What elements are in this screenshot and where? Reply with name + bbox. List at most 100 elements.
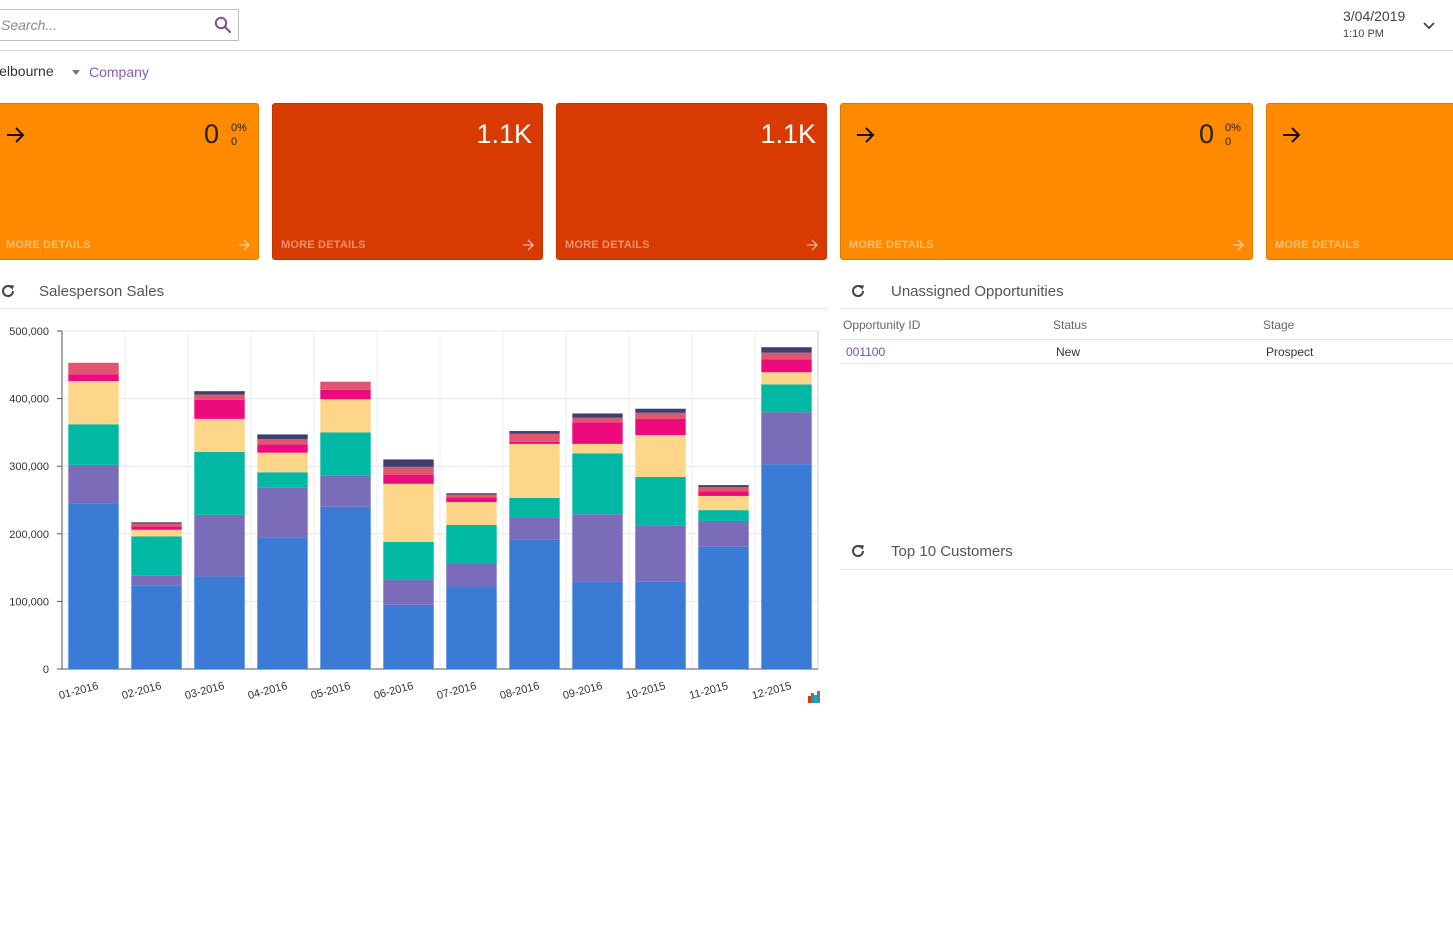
column-header-stage[interactable]: Stage bbox=[1263, 318, 1295, 332]
bar-segment bbox=[698, 520, 749, 547]
bar-segment bbox=[383, 474, 434, 484]
search-box[interactable] bbox=[0, 9, 239, 41]
bar-segment bbox=[68, 362, 119, 375]
x-tick-label: 08-2016 bbox=[499, 680, 541, 702]
top-customers-widget-header bbox=[840, 539, 1453, 570]
x-tick-label: 01-2016 bbox=[58, 680, 100, 702]
x-tick-label: 02-2016 bbox=[121, 680, 163, 702]
chevron-down-icon[interactable] bbox=[1421, 18, 1437, 34]
bar-segment bbox=[635, 412, 686, 419]
bar-segment bbox=[698, 487, 749, 492]
tile-percent: 0% bbox=[1225, 122, 1241, 134]
arrow-right-icon bbox=[7, 127, 25, 143]
bar-segment bbox=[698, 491, 749, 496]
search-icon[interactable] bbox=[214, 16, 232, 34]
x-tick-label: 09-2016 bbox=[562, 680, 604, 702]
bar-segment bbox=[446, 493, 497, 495]
bar-segment bbox=[698, 485, 749, 488]
search-input[interactable] bbox=[0, 10, 206, 40]
bar-segment bbox=[572, 443, 623, 454]
kpi-tile-3[interactable]: 1.1K MORE DETAILS bbox=[556, 103, 827, 260]
bar-segment bbox=[383, 604, 434, 669]
bar-segment bbox=[572, 514, 623, 582]
bar-segment bbox=[68, 464, 119, 504]
tile-sub-value: 0 bbox=[231, 136, 238, 148]
refresh-icon[interactable] bbox=[850, 543, 866, 559]
bar-segment bbox=[131, 575, 182, 586]
top-customers-widget-title: Top 10 Customers bbox=[891, 543, 1013, 560]
bar-segment bbox=[68, 424, 119, 465]
arrow-right-icon bbox=[1283, 127, 1301, 143]
bar-segment bbox=[194, 576, 245, 669]
more-details-link[interactable]: MORE DETAILS bbox=[6, 239, 91, 251]
opportunity-id-link[interactable]: 001100 bbox=[846, 345, 886, 359]
kpi-tile-5[interactable]: MORE DETAILS bbox=[1266, 103, 1453, 260]
refresh-icon[interactable] bbox=[0, 283, 16, 299]
bar-segment bbox=[383, 466, 434, 475]
more-details-link[interactable]: MORE DETAILS bbox=[849, 239, 934, 251]
caret-down-icon[interactable] bbox=[72, 70, 80, 75]
y-tick-label: 0 bbox=[43, 664, 49, 676]
bar-segment bbox=[698, 510, 749, 521]
bar-segment bbox=[68, 374, 119, 382]
bar-segment bbox=[635, 408, 686, 413]
tile-value: 0 bbox=[1199, 119, 1215, 149]
row-divider bbox=[840, 363, 1453, 364]
x-tick-label: 07-2016 bbox=[436, 680, 478, 702]
chart-export-icon[interactable] bbox=[808, 691, 820, 703]
status-cell: New bbox=[1056, 345, 1081, 359]
branch-selector[interactable]: lelbourne bbox=[0, 63, 54, 79]
bar-segment bbox=[131, 529, 182, 537]
more-details-link[interactable]: MORE DETAILS bbox=[281, 239, 366, 251]
top-bar bbox=[0, 0, 1453, 51]
sales-widget-header bbox=[0, 278, 828, 309]
column-header-opportunity-id[interactable]: Opportunity ID bbox=[843, 318, 921, 332]
bar-segment bbox=[194, 394, 245, 400]
x-tick-label: 10-2015 bbox=[625, 680, 667, 702]
bar-segment bbox=[131, 536, 182, 576]
more-details-link[interactable]: MORE DETAILS bbox=[1275, 239, 1360, 251]
tile-value: 1.1K bbox=[760, 119, 816, 149]
bar-segment bbox=[509, 517, 560, 540]
bar-segment bbox=[257, 472, 308, 488]
bar-segment bbox=[68, 381, 119, 425]
tile-value: 0 bbox=[204, 119, 220, 149]
company-link[interactable]: Company bbox=[89, 64, 149, 80]
bar-segment bbox=[572, 581, 623, 669]
bar-segment bbox=[257, 452, 308, 473]
kpi-tile-1[interactable]: 0 0% 0 MORE DETAILS bbox=[0, 103, 259, 260]
y-tick-label: 400,000 bbox=[9, 394, 49, 406]
bar-segment bbox=[320, 399, 371, 433]
arrow-right-icon bbox=[1233, 239, 1244, 251]
arrow-right-icon bbox=[239, 239, 250, 251]
column-header-status[interactable]: Status bbox=[1053, 318, 1088, 332]
tile-value: 1.1K bbox=[476, 119, 532, 149]
bar-segment bbox=[257, 434, 308, 440]
bar-segment bbox=[761, 464, 812, 669]
x-tick-label: 04-2016 bbox=[247, 680, 289, 702]
stage-cell: Prospect bbox=[1266, 345, 1314, 359]
x-tick-label: 12-2015 bbox=[751, 680, 793, 702]
kpi-tile-2[interactable]: 1.1K MORE DETAILS bbox=[272, 103, 543, 260]
bar-segment bbox=[761, 412, 812, 465]
x-tick-label: 03-2016 bbox=[184, 680, 226, 702]
bar-segment bbox=[383, 541, 434, 580]
x-tick-label: 06-2016 bbox=[373, 680, 415, 702]
bar-segment bbox=[698, 546, 749, 669]
bar-segment bbox=[572, 422, 623, 444]
y-tick-label: 200,000 bbox=[9, 529, 49, 541]
bar-segment bbox=[509, 431, 560, 434]
more-details-link[interactable]: MORE DETAILS bbox=[565, 239, 650, 251]
kpi-tile-4[interactable]: 0 0% 0 MORE DETAILS bbox=[840, 103, 1253, 260]
bar-segment bbox=[131, 523, 182, 527]
bar-segment bbox=[257, 439, 308, 445]
refresh-icon[interactable] bbox=[850, 283, 866, 299]
y-tick-label: 100,000 bbox=[9, 596, 49, 608]
bar-segment bbox=[635, 435, 686, 478]
bar-segment bbox=[446, 494, 497, 498]
bar-segment bbox=[761, 352, 812, 360]
table-header-divider bbox=[840, 339, 1453, 340]
opportunities-widget-title: Unassigned Opportunities bbox=[891, 283, 1064, 300]
bar-segment bbox=[320, 389, 371, 400]
x-tick-label: 11-2015 bbox=[688, 680, 729, 702]
